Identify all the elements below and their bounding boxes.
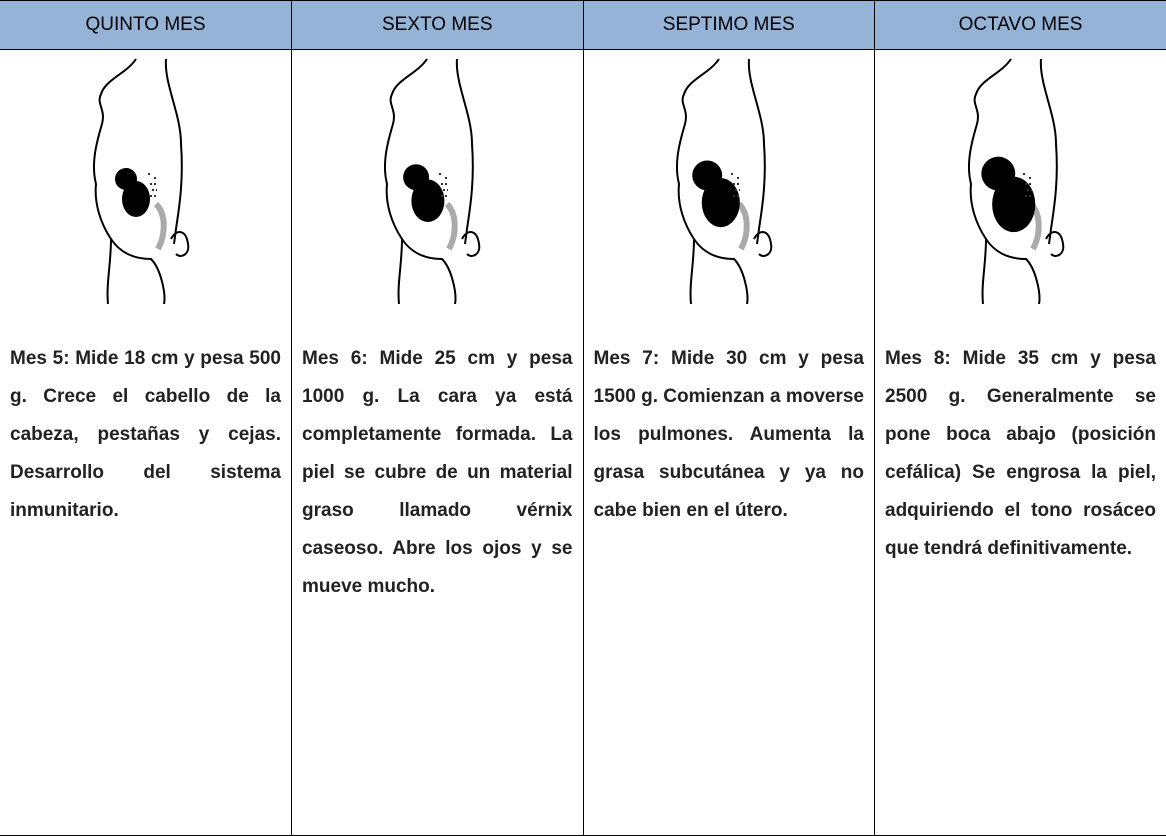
illustration-cell [292,50,584,309]
pregnancy-illustration [357,54,517,304]
description-cell: Mes 6: Mide 25 cm y pesa 1000 g. La cara… [292,308,584,836]
column-header: SEXTO MES [292,1,584,50]
description-text: Mes 8: Mide 35 cm y pesa 2500 g. General… [885,340,1156,568]
description-cell: Mes 5: Mide 18 cm y pesa 500 g. Crece el… [0,308,292,836]
description-cell: Mes 7: Mide 30 cm y pesa 1500 g. Comienz… [583,308,875,836]
column-header: QUINTO MES [0,1,292,50]
description-cell: Mes 8: Mide 35 cm y pesa 2500 g. General… [875,308,1166,836]
description-text: Mes 7: Mide 30 cm y pesa 1500 g. Comienz… [594,340,865,530]
description-text: Mes 5: Mide 18 cm y pesa 500 g. Crece el… [10,340,281,530]
pregnancy-illustration [66,54,226,304]
pregnancy-illustration [649,54,809,304]
column-header: SEPTIMO MES [583,1,875,50]
illustration-cell [0,50,292,309]
illustration-cell [875,50,1166,309]
text-row: Mes 5: Mide 18 cm y pesa 500 g. Crece el… [0,308,1166,836]
image-row [0,50,1166,309]
pregnancy-illustration [941,54,1101,304]
illustration-cell [583,50,875,309]
description-text: Mes 6: Mide 25 cm y pesa 1000 g. La cara… [302,340,573,606]
column-header: OCTAVO MES [875,1,1166,50]
